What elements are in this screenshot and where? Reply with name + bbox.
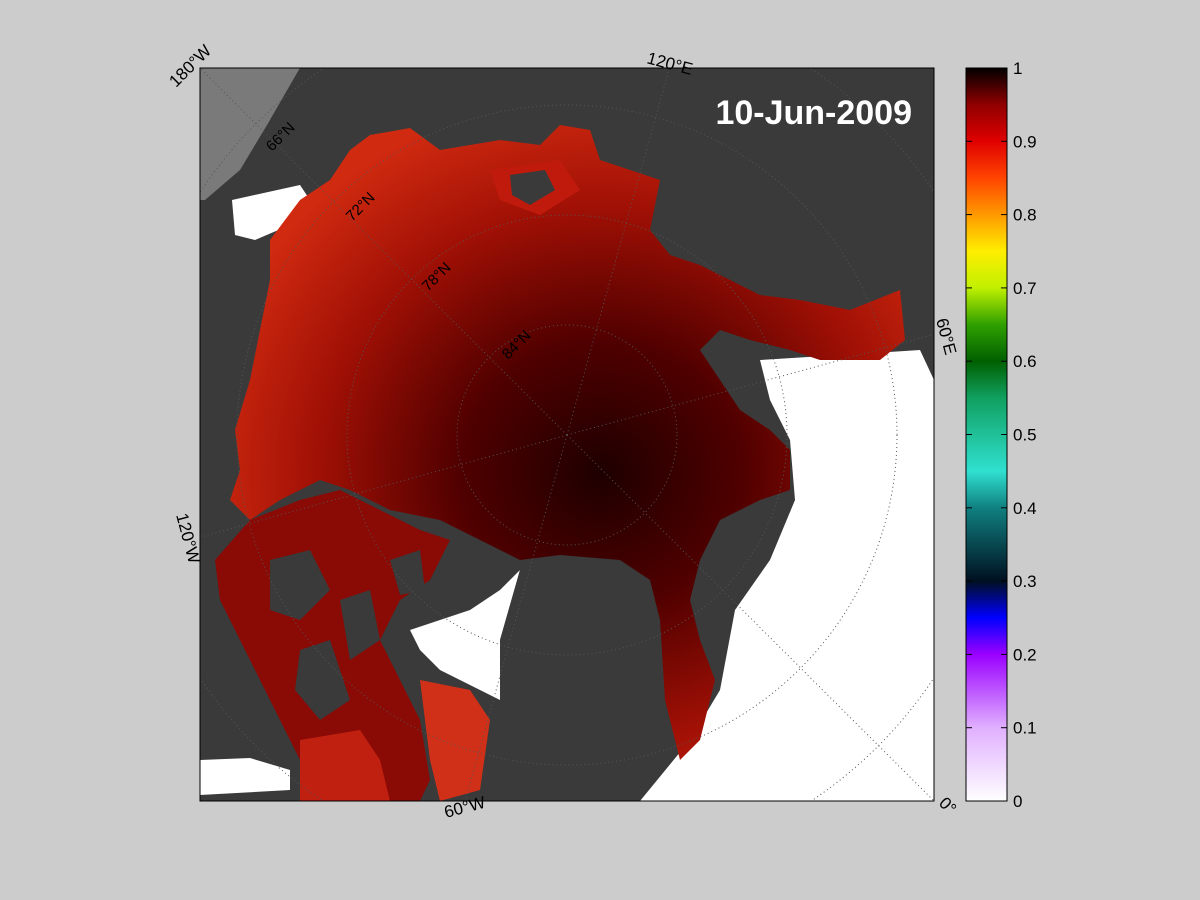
siberia-island-land xyxy=(510,170,555,205)
greenland-landmass xyxy=(500,560,665,801)
colorbar-tick-label: 0.5 xyxy=(1013,426,1037,445)
colorbar-tick-label: 0.7 xyxy=(1013,279,1037,298)
archipelago-islands xyxy=(270,550,425,720)
colorbar-tick-label: 0.6 xyxy=(1013,352,1037,371)
map-panel xyxy=(200,68,934,801)
graticule xyxy=(200,68,934,801)
lon-label-120w: 120°W xyxy=(172,511,204,565)
open-water-atlantic xyxy=(640,350,934,801)
colorbar-tick-label: 1 xyxy=(1013,59,1022,78)
open-water-bering xyxy=(232,185,310,240)
map-frame xyxy=(199,67,935,802)
lon-label-0: 0° xyxy=(935,793,960,818)
colorbar-tick-label: 0.3 xyxy=(1013,572,1037,591)
colorbar: 1 0.9 0.8 0.7 0.6 0.5 0.4 0.3 0.2 0.1 0 xyxy=(965,59,1037,811)
colorbar-tick-label: 0.2 xyxy=(1013,645,1037,664)
sea-ice-pack xyxy=(230,125,905,760)
colorbar-tick-label: 0 xyxy=(1013,792,1022,811)
hudson-ice xyxy=(300,730,390,801)
open-water-hudson xyxy=(200,758,290,795)
no-data-region xyxy=(200,68,300,200)
colorbar-ticks: 1 0.9 0.8 0.7 0.6 0.5 0.4 0.3 0.2 0.1 0 xyxy=(966,59,1037,811)
colorbar-tick-label: 0.8 xyxy=(1013,206,1037,225)
colorbar-tick-label: 0.4 xyxy=(1013,499,1037,518)
lon-label-60e: 60°E xyxy=(932,316,960,357)
date-label: 10-Jun-2009 xyxy=(715,94,912,132)
colorbar-gradient xyxy=(965,67,1008,802)
open-water-baffin xyxy=(410,570,520,700)
colorbar-tick-label: 0.1 xyxy=(1013,719,1037,738)
colorbar-tick-label: 0.9 xyxy=(1013,132,1037,151)
siberia-landmass xyxy=(260,68,934,300)
labrador-ice xyxy=(420,680,490,801)
